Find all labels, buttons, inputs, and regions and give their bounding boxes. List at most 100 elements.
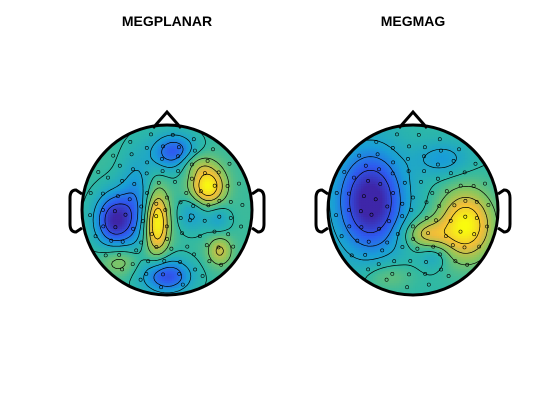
- sensor-marker: [237, 181, 241, 186]
- sensor-marker: [411, 195, 415, 200]
- sensor-marker: [96, 170, 101, 174]
- sensor-marker: [198, 189, 203, 194]
- sensor-marker: [424, 200, 429, 205]
- sensor-marker: [366, 267, 371, 272]
- sensor-marker: [426, 282, 431, 287]
- sensor-marker: [384, 277, 389, 282]
- sensor-marker: [106, 175, 110, 180]
- sensor-marker: [339, 234, 344, 239]
- sensor-marker: [189, 176, 194, 181]
- sensor-marker: [146, 259, 151, 264]
- sensor-marker: [422, 145, 427, 150]
- sensor-marker: [205, 158, 210, 163]
- sensor-marker: [202, 218, 207, 223]
- contour-line: [111, 157, 232, 270]
- sensor-marker: [129, 152, 134, 157]
- sensor-marker: [225, 184, 230, 188]
- sensor-marker: [373, 197, 378, 202]
- left-ear-outline: [68, 188, 83, 234]
- sensor-marker: [334, 213, 339, 218]
- sensor-marker: [376, 262, 381, 267]
- sensor-marker: [477, 244, 482, 249]
- sensor-marker: [176, 169, 181, 174]
- sensor-marker: [180, 282, 185, 287]
- sensor-marker: [164, 224, 169, 229]
- sensor-markers: [334, 132, 491, 290]
- sensor-marker: [424, 260, 429, 264]
- sensor-marker: [358, 209, 363, 214]
- sensor-marker: [452, 203, 457, 208]
- contour-line: [92, 134, 195, 294]
- sensor-marker: [128, 139, 133, 144]
- sensor-marker: [450, 243, 455, 248]
- sensor-marker: [375, 152, 380, 157]
- sensor-marker: [426, 231, 431, 236]
- sensor-marker: [363, 252, 368, 257]
- sensor-marker: [113, 225, 118, 230]
- sensor-marker: [419, 179, 423, 184]
- sensor-marker: [463, 214, 468, 219]
- sensor-marker: [228, 199, 233, 204]
- sensor-marker: [154, 201, 159, 206]
- sensor-marker: [231, 244, 236, 249]
- sensor-marker: [134, 248, 139, 253]
- sensor-marker: [453, 259, 458, 264]
- sensor-marker: [240, 203, 245, 207]
- head-outline: [326, 123, 500, 297]
- sensor-marker: [212, 229, 217, 234]
- sensor-marker: [165, 237, 170, 241]
- sensor-marker: [178, 216, 183, 220]
- sensor-marker: [120, 267, 125, 272]
- sensor-marker: [369, 212, 374, 217]
- sensor-marker: [200, 274, 205, 278]
- contour-line: [349, 169, 392, 234]
- contour-line: [104, 203, 132, 235]
- sensor-marker: [169, 246, 174, 251]
- sensor-marker: [139, 204, 144, 209]
- sensor-marker: [411, 237, 416, 241]
- sensor-marker: [88, 191, 93, 195]
- sensor-marker: [191, 204, 196, 208]
- sensor-marker: [170, 132, 175, 137]
- sensor-marker: [161, 272, 165, 277]
- sensor-marker: [116, 194, 120, 199]
- sensor-marker: [400, 201, 405, 206]
- sensor-marker: [188, 218, 192, 223]
- sensor-marker: [207, 259, 212, 264]
- sensor-marker: [407, 144, 411, 149]
- sensor-marker: [458, 229, 463, 234]
- sensor-marker: [366, 178, 371, 183]
- sensor-marker: [145, 160, 150, 165]
- sensor-marker: [160, 169, 165, 174]
- sensor-marker: [387, 219, 391, 224]
- sensor-marker: [204, 243, 209, 248]
- sensor-marker: [163, 208, 168, 212]
- sensor-marker: [144, 271, 149, 276]
- sensor-marker: [141, 219, 145, 224]
- sensor-marker: [451, 158, 456, 163]
- sensor-marker: [448, 218, 453, 223]
- sensor-marker: [349, 253, 354, 258]
- sensor-marker: [227, 161, 232, 166]
- contour-lines: [82, 125, 235, 295]
- sensor-marker: [355, 238, 360, 243]
- sensor-marker: [431, 244, 436, 249]
- sensor-marker: [391, 191, 396, 195]
- sensor-marker: [359, 225, 364, 230]
- sensor-marker: [346, 191, 351, 196]
- sensor-marker: [471, 184, 476, 188]
- sensor-marker: [138, 277, 143, 282]
- sensor-marker: [178, 200, 183, 205]
- sensor-marker: [438, 148, 443, 153]
- sensor-marker: [448, 171, 453, 176]
- sensor-marker: [444, 189, 449, 194]
- sensor-marker: [357, 153, 362, 158]
- sensor-marker: [415, 246, 420, 251]
- sensor-marker: [192, 148, 197, 153]
- sensor-marker: [226, 232, 231, 237]
- sensor-marker: [178, 260, 183, 264]
- sensor-marker: [380, 248, 385, 253]
- sensor-marker: [410, 224, 415, 229]
- nose-outline: [397, 109, 429, 129]
